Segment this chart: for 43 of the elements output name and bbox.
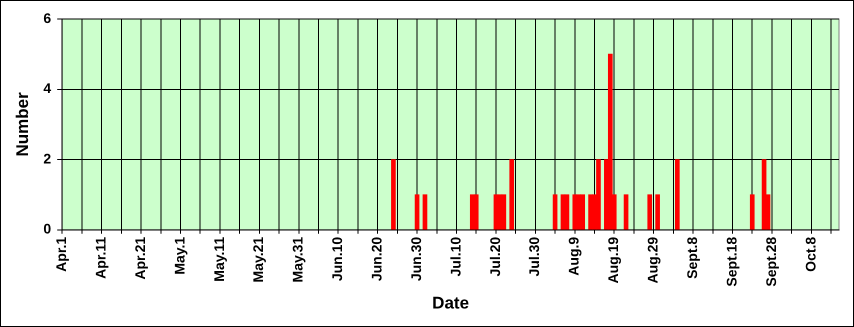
bar — [580, 194, 586, 230]
x-tick-label: Jun.10 — [329, 236, 346, 282]
bar — [564, 194, 570, 230]
x-tick-label: Aug.29 — [644, 236, 661, 284]
bar — [474, 194, 479, 230]
x-tick-label: May.21 — [250, 236, 266, 282]
y-axis-title: Number — [12, 92, 32, 157]
x-tick-label: Aug.19 — [605, 236, 622, 284]
y-tick-label: 2 — [43, 150, 52, 166]
bar — [655, 194, 660, 230]
x-tick-label: May.11 — [210, 236, 227, 282]
bar — [608, 54, 613, 230]
bar — [391, 159, 396, 230]
bar — [414, 194, 420, 230]
bar — [762, 159, 766, 230]
x-tick-label: Apr.21 — [132, 236, 148, 280]
x-tick-label: Sept.28 — [762, 236, 779, 287]
x-tick-label: Oct.8 — [802, 236, 818, 272]
x-tick-label: May.31 — [290, 236, 306, 282]
bar — [624, 194, 628, 230]
x-tick-label: Apr.1 — [53, 236, 70, 272]
x-tick-label: Aug.9 — [566, 236, 582, 276]
y-tick-label: 6 — [43, 10, 52, 26]
x-tick-label: Sept.8 — [684, 236, 700, 279]
bar — [552, 194, 558, 230]
y-tick-label: 0 — [43, 220, 52, 237]
x-tick-label: Jun.20 — [368, 236, 385, 282]
bar — [501, 194, 506, 230]
y-tick-label: 4 — [43, 80, 52, 96]
x-tick-label: Apr.11 — [92, 236, 108, 279]
bar — [422, 194, 428, 230]
x-tick-label: Jul.20 — [486, 236, 503, 277]
x-tick-label: Jul.30 — [526, 236, 542, 277]
bar — [647, 194, 652, 230]
x-axis-title: Date — [432, 293, 470, 312]
bar — [675, 159, 680, 230]
x-tick-label: Sept.18 — [723, 236, 740, 287]
bar — [750, 194, 755, 230]
bar — [596, 159, 601, 230]
bar — [509, 159, 514, 230]
x-tick-label: Jul.10 — [447, 236, 464, 277]
x-tick-label: Jun.30 — [408, 236, 424, 282]
x-tick-label: May.1 — [171, 236, 188, 275]
